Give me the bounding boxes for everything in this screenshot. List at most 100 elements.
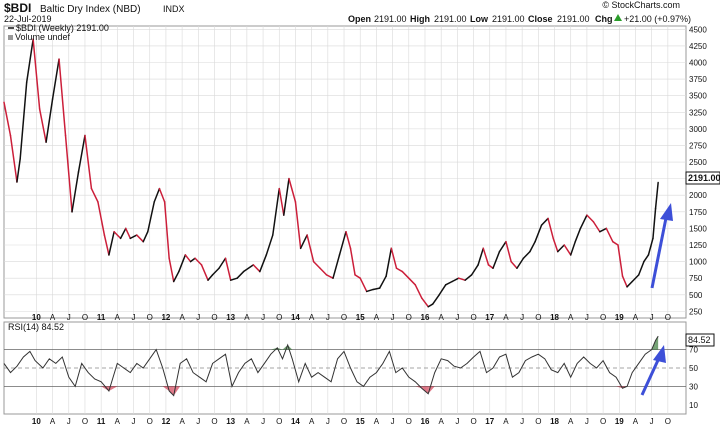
price-line-segment bbox=[612, 240, 619, 246]
rsi-series-line bbox=[3, 335, 659, 397]
price-line-segment bbox=[283, 177, 290, 216]
price-line-segment bbox=[510, 260, 518, 269]
price-y-tick-label: 4500 bbox=[689, 25, 707, 34]
price-line-segment bbox=[401, 270, 410, 279]
x-tick-label: J bbox=[132, 313, 136, 322]
x-tick-label-bottom: 14 bbox=[291, 417, 300, 426]
price-line-segment bbox=[265, 234, 274, 256]
x-tick-label-bottom: J bbox=[326, 417, 330, 426]
rsi-panel-frame bbox=[3, 321, 687, 415]
price-line-segment bbox=[125, 227, 132, 240]
x-tick-label: 18 bbox=[550, 313, 559, 322]
x-tick-label-bottom: A bbox=[115, 417, 121, 426]
price-line-segment bbox=[529, 240, 536, 253]
price-line-segment bbox=[77, 134, 86, 173]
price-panel-frame bbox=[3, 25, 687, 319]
price-y-tick-label: 2750 bbox=[689, 141, 707, 150]
price-line-segment bbox=[224, 257, 232, 281]
price-last-value-tag bbox=[685, 171, 720, 185]
price-y-axis-ticks: 2505007501000125015001750200022502500275… bbox=[689, 25, 707, 316]
price-line-segment bbox=[278, 187, 285, 216]
price-line-segment bbox=[569, 240, 576, 256]
price-y-tick-label: 3500 bbox=[689, 92, 707, 101]
price-line-segment bbox=[306, 234, 315, 263]
price-line-segment bbox=[349, 247, 356, 276]
x-tick-label-bottom: 10 bbox=[32, 417, 41, 426]
x-axis-labels: 10 A J O 11 A J O 12 A J O 13 A J O 14 A J O 15 A J O 16 A J O 17 A J O… bbox=[32, 313, 671, 322]
x-tick-label-bottom: J bbox=[455, 417, 459, 426]
price-line-segment bbox=[129, 234, 138, 240]
x-tick-label-bottom: A bbox=[439, 417, 445, 426]
price-y-tick-label: 1750 bbox=[689, 208, 707, 217]
price-line-segment bbox=[294, 201, 302, 250]
price-line-segment bbox=[51, 58, 60, 100]
price-line-segment bbox=[457, 277, 466, 281]
price-line-segment bbox=[631, 274, 640, 283]
rsi-y-tick-label: 10 bbox=[689, 401, 698, 410]
rsi-oversold-fill bbox=[169, 386, 174, 396]
x-tick-label: J bbox=[326, 313, 330, 322]
x-tick-label: 13 bbox=[226, 313, 235, 322]
price-line-segment bbox=[218, 257, 227, 269]
x-tick-label: J bbox=[391, 313, 395, 322]
x-tick-label-bottom: 18 bbox=[550, 417, 559, 426]
x-tick-label-bottom: A bbox=[309, 417, 315, 426]
price-line-segment bbox=[312, 260, 321, 269]
price-line-segment bbox=[605, 227, 614, 243]
rsi-trend-arrow-icon bbox=[640, 345, 666, 396]
price-line-segment bbox=[184, 254, 192, 263]
x-tick-label-bottom: 11 bbox=[97, 417, 106, 426]
price-line-segment bbox=[647, 237, 654, 256]
x-tick-label: 14 bbox=[291, 313, 300, 322]
x-tick-label-bottom: J bbox=[391, 417, 395, 426]
price-y-tick-label: 2500 bbox=[689, 158, 707, 167]
price-line-segment bbox=[432, 294, 440, 305]
x-tick-label: O bbox=[470, 313, 476, 322]
price-line-segment bbox=[319, 267, 328, 276]
exchange-label: INDX bbox=[163, 4, 185, 14]
price-line-segment bbox=[19, 81, 28, 160]
index-name-label: Baltic Dry Index (NBD) bbox=[40, 4, 141, 15]
x-tick-label: O bbox=[535, 313, 541, 322]
rsi-line-path bbox=[3, 335, 659, 397]
x-tick-label-bottom: J bbox=[650, 417, 654, 426]
close-label: Close bbox=[528, 14, 553, 24]
price-line-segment bbox=[438, 284, 447, 296]
rsi-oversold-fill bbox=[616, 386, 623, 389]
price-line-segment bbox=[385, 247, 393, 277]
price-line-segment bbox=[97, 201, 106, 236]
price-line-segment bbox=[58, 58, 67, 137]
price-line-segment bbox=[395, 267, 404, 273]
price-line-segment bbox=[359, 277, 368, 293]
high-value: 2191.00 bbox=[434, 14, 467, 24]
x-tick-label: O bbox=[147, 313, 153, 322]
price-line-segment bbox=[259, 254, 268, 273]
price-line-segment bbox=[189, 257, 196, 263]
x-tick-label-bottom: A bbox=[503, 417, 509, 426]
price-line-segment bbox=[557, 244, 565, 253]
rsi-y-axis-ticks: 10 30 50 70 bbox=[689, 346, 698, 410]
price-last-value: 2191.00 bbox=[688, 173, 720, 183]
price-line-segment bbox=[108, 230, 115, 256]
x-tick-label: A bbox=[244, 313, 250, 322]
price-line-segment bbox=[414, 284, 423, 299]
price-line-segment bbox=[477, 247, 485, 266]
rsi-y-tick-label: 30 bbox=[689, 382, 698, 391]
price-line-segment bbox=[103, 234, 110, 256]
price-line-segment bbox=[408, 277, 417, 286]
price-line-segment bbox=[113, 230, 122, 240]
price-series-line bbox=[3, 38, 659, 308]
price-line-segment bbox=[142, 230, 149, 243]
x-tick-label: J bbox=[67, 313, 71, 322]
x-tick-label-bottom: O bbox=[600, 417, 606, 426]
price-y-tick-label: 1000 bbox=[689, 258, 707, 267]
price-line-segment bbox=[654, 181, 659, 210]
price-line-segment bbox=[16, 157, 21, 183]
x-tick-label: A bbox=[309, 313, 315, 322]
price-line-segment bbox=[451, 277, 460, 283]
price-trend-arrow-icon bbox=[650, 203, 673, 289]
price-line-segment bbox=[390, 247, 398, 269]
price-y-tick-label: 3750 bbox=[689, 75, 707, 84]
high-label: High bbox=[410, 14, 430, 24]
